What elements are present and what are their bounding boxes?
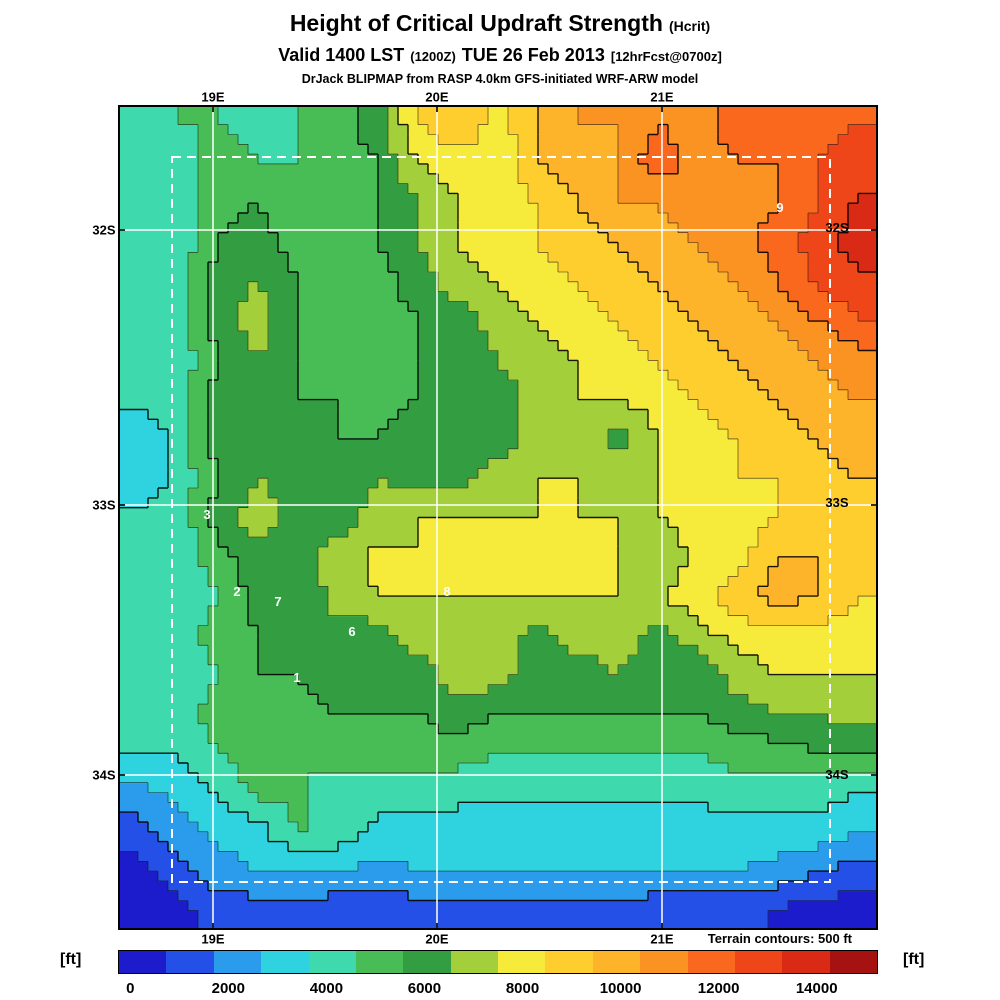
map-value-label: 8 — [443, 584, 450, 599]
colorbar-segment — [498, 951, 546, 973]
colorbar-segment — [592, 951, 641, 973]
colorbar-segment — [829, 951, 877, 973]
model-line: DrJack BLIPMAP from RASP 4.0km GFS-initi… — [301, 72, 699, 86]
colorbar-tick-label: 8000 — [505, 980, 540, 997]
colorbar-tick-label: 10000 — [599, 980, 642, 997]
colorbar-tick-label: 4000 — [309, 980, 344, 997]
title-text: Height of Critical Updraft Strength — [289, 10, 663, 36]
title-paren: (Hcrit) — [668, 18, 711, 34]
map-value-label: 3 — [203, 507, 210, 522]
colorbar — [118, 950, 878, 974]
field-region — [118, 409, 878, 872]
colorbar-segment — [213, 951, 262, 973]
x-axis-label-top: 20E — [425, 89, 449, 105]
field-region — [418, 105, 878, 626]
map-value-label: 6 — [348, 624, 355, 639]
colorbar-segment — [734, 951, 783, 973]
latlon-grid-lines — [118, 105, 878, 930]
colorbar-segment — [166, 951, 214, 973]
valid-date: TUE 26 Feb 2013 — [461, 45, 605, 65]
contour-lines-thick — [118, 105, 878, 902]
x-axis-label-bottom: 19E — [201, 931, 225, 947]
map-annotations: 9 8 7 6 2 1 3 32S 33S 34S — [203, 200, 849, 782]
y-axis-label-left: 33S — [92, 497, 116, 513]
y-axis-label-left: 32S — [92, 222, 116, 238]
map-value-label: 1 — [293, 670, 300, 685]
hcrit-map: 9 8 7 6 2 1 3 32S 33S 34S — [118, 105, 878, 930]
colorbar-segment — [450, 951, 498, 973]
map-border — [118, 105, 878, 930]
colorbar-segment — [308, 951, 356, 973]
valid-time-line: Valid 1400 LST (1200Z) TUE 26 Feb 2013 [12h… — [0, 45, 1000, 66]
colorbar-unit-left: [ft] — [60, 951, 82, 968]
map-value-label: 2 — [233, 584, 240, 599]
domain-boundary-dashed — [171, 156, 831, 883]
field-region — [118, 105, 878, 852]
valid-prefix: Valid 1400 LST — [278, 45, 405, 65]
y-axis-label-left: 34S — [92, 767, 116, 783]
x-axis-label-bottom: 21E — [650, 931, 674, 947]
colorbar-segment — [261, 951, 309, 973]
colorbar-segment — [403, 951, 451, 973]
field-region — [118, 851, 878, 930]
valid-fcst: [12hrFcst@0700z] — [610, 49, 722, 64]
colorbar-tick-label: 12000 — [697, 980, 740, 997]
map-value-label: 9 — [776, 200, 783, 215]
colorbar-segment — [640, 951, 688, 973]
x-axis-label-bottom: 20E — [425, 931, 449, 947]
colorbar-tick-label: 6000 — [407, 980, 442, 997]
colorbar-segment — [355, 951, 404, 973]
page-title: Height of Critical Updraft Strength (Hcri… — [0, 10, 1000, 37]
map-plot: 9 8 7 6 2 1 3 32S 33S 34S — [118, 105, 878, 930]
y-axis-label-right: 34S — [825, 767, 848, 782]
colorbar-segment — [687, 951, 735, 973]
terrain-contours — [118, 105, 878, 930]
valid-zulu: (1200Z) — [410, 49, 456, 64]
field-region — [578, 105, 878, 400]
colorbar-segment — [782, 951, 830, 973]
y-axis-label-right: 33S — [825, 495, 848, 510]
colorbar-tick-label: 0 — [126, 980, 135, 997]
x-axis-label-top: 19E — [201, 89, 225, 105]
field-region — [178, 105, 878, 833]
x-axis-label-top: 21E — [650, 89, 674, 105]
field-region — [238, 105, 878, 725]
terrain-contour-note: Terrain contours: 500 ft — [707, 931, 852, 946]
field-region — [368, 105, 878, 675]
colorbar-tick-label: 14000 — [795, 980, 838, 997]
colorbar-segment — [545, 951, 593, 973]
contour-lines-thin — [118, 105, 878, 930]
colorbar-unit-right: [ft] — [903, 951, 925, 968]
map-value-label: 7 — [274, 594, 281, 609]
colorbar-tick-labels: 0 2000 4000 6000 8000 10000 12000 14000 — [118, 980, 878, 998]
y-axis-label-right: 32S — [825, 220, 848, 235]
colorbar-tick-label: 2000 — [211, 980, 245, 997]
colorbar-segment — [119, 951, 167, 973]
